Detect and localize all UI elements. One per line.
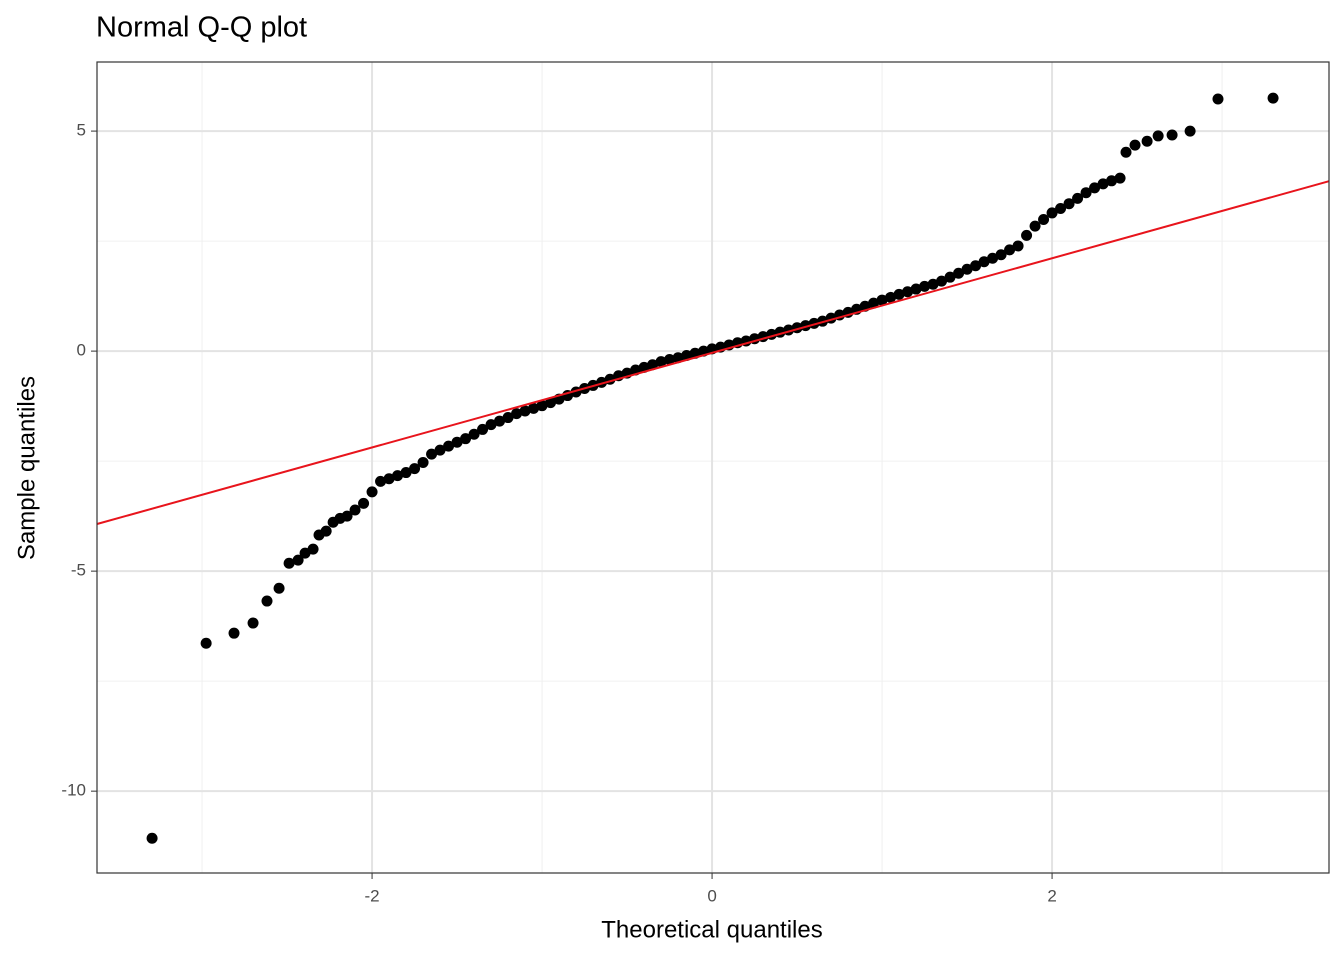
point [1046, 207, 1058, 219]
point [944, 271, 956, 283]
point [664, 353, 676, 365]
point [1097, 178, 1109, 190]
y-tick-label: -10 [61, 781, 86, 800]
point [927, 278, 939, 290]
chart-title: Normal Q-Q plot [96, 12, 307, 44]
y-tick-label: -5 [71, 561, 86, 580]
point [1089, 182, 1101, 194]
point [228, 627, 240, 639]
point [292, 554, 304, 566]
point [876, 294, 888, 306]
point [307, 543, 319, 555]
point [494, 415, 506, 427]
point [283, 557, 295, 569]
point [1038, 214, 1050, 226]
point [1120, 146, 1132, 158]
point [261, 595, 273, 607]
point [1141, 135, 1153, 147]
point [987, 252, 999, 264]
point [1021, 229, 1033, 241]
y-axis-title: Sample quantiles [13, 376, 40, 560]
point [1063, 198, 1075, 210]
point [1267, 92, 1279, 104]
point [451, 436, 463, 448]
point [273, 582, 285, 594]
point [1004, 244, 1016, 256]
point [468, 428, 480, 440]
point [953, 267, 965, 279]
point [409, 463, 421, 475]
point [1114, 172, 1126, 184]
point [349, 504, 361, 516]
point [485, 419, 497, 431]
point [893, 288, 905, 300]
point [995, 249, 1007, 261]
point [1072, 192, 1084, 204]
point [1029, 220, 1041, 232]
point [868, 297, 880, 309]
point [146, 832, 158, 844]
x-tick-label: 0 [707, 886, 716, 905]
point [417, 456, 429, 468]
point [545, 397, 557, 409]
point [358, 497, 370, 509]
point [320, 525, 332, 537]
point [1184, 125, 1196, 137]
point [902, 286, 914, 298]
point [978, 256, 990, 268]
point [1012, 240, 1024, 252]
point [910, 283, 922, 295]
point [502, 412, 514, 424]
point [519, 405, 531, 417]
point [936, 275, 948, 287]
point [970, 260, 982, 272]
point [366, 486, 378, 498]
y-tick-label: 5 [77, 121, 86, 140]
x-tick-label: -2 [364, 886, 379, 905]
point [426, 448, 438, 460]
point [434, 444, 446, 456]
point [460, 433, 472, 445]
point [1212, 93, 1224, 105]
point [375, 475, 387, 487]
point [200, 637, 212, 649]
point [647, 359, 659, 371]
point [536, 400, 548, 412]
point [1080, 187, 1092, 199]
point [400, 467, 412, 479]
point [341, 510, 353, 522]
point [961, 263, 973, 275]
reference-line [96, 180, 1330, 525]
point [1106, 175, 1118, 187]
point [655, 356, 667, 368]
point [528, 402, 540, 414]
x-tick-label: 2 [1047, 886, 1056, 905]
point [383, 473, 395, 485]
plot-border [96, 61, 1330, 874]
point [247, 617, 259, 629]
point [672, 352, 684, 364]
point [1152, 130, 1164, 142]
point [511, 408, 523, 420]
point [1129, 139, 1141, 151]
point [392, 470, 404, 482]
x-axis-title: Theoretical quantiles [601, 916, 822, 943]
point [1055, 203, 1067, 215]
point [885, 291, 897, 303]
y-tick-label: 0 [77, 341, 86, 360]
point [919, 280, 931, 292]
point [1166, 129, 1178, 141]
point [443, 440, 455, 452]
point [477, 423, 489, 435]
